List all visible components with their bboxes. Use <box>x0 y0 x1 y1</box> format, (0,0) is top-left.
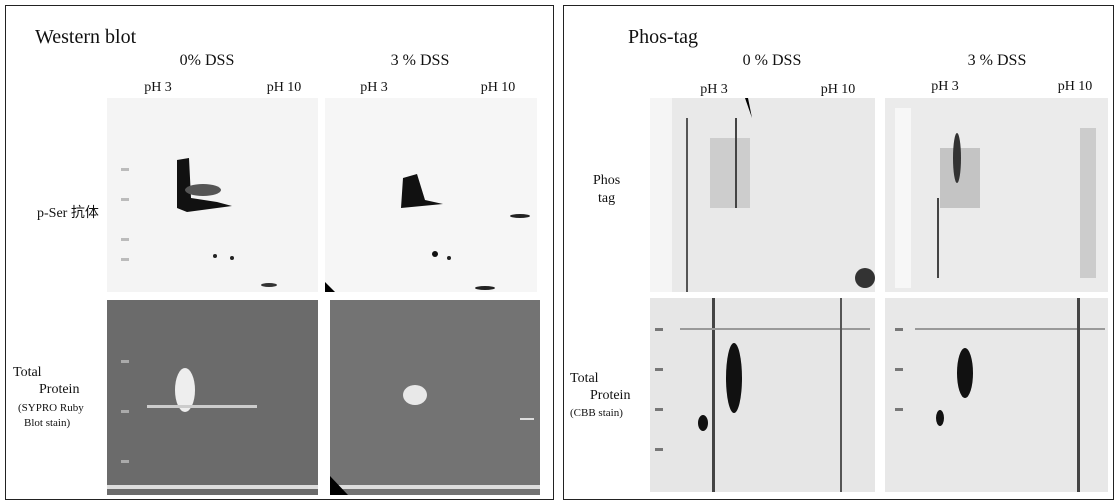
gel-image <box>885 98 1108 292</box>
row-label: Protein <box>39 382 80 397</box>
ph-label: pH 10 <box>820 82 856 97</box>
gel-image <box>650 98 875 292</box>
condition: 0% DSS <box>179 52 235 69</box>
ph-label: pH 10 <box>266 80 302 95</box>
gel-image <box>650 298 875 492</box>
row-label: tag <box>598 191 616 206</box>
phostag-panel <box>563 5 1114 500</box>
gel-image <box>885 298 1108 492</box>
stain-image <box>107 300 318 495</box>
row-label: Protein <box>590 388 631 403</box>
row-label: (CBB stain) <box>570 407 623 419</box>
condition: 3 % DSS <box>390 52 450 69</box>
row-label: Blot stain) <box>24 417 71 429</box>
panel-title: Phos-tag <box>628 26 698 48</box>
row-label: (SYPRO Ruby <box>18 402 84 414</box>
ph-label: pH 3 <box>360 80 388 95</box>
ph-label: pH 3 <box>144 80 172 95</box>
western-panel <box>5 5 554 500</box>
blot-image <box>107 98 318 292</box>
ph-label: pH 10 <box>1057 79 1093 94</box>
stain-image <box>330 300 540 495</box>
ph-label: pH 10 <box>480 80 516 95</box>
condition: 3 % DSS <box>967 52 1027 69</box>
ph-label: pH 3 <box>700 82 728 97</box>
condition: 0 % DSS <box>742 52 802 69</box>
blot-image <box>325 98 537 292</box>
panel-title: Western blot <box>35 26 137 48</box>
row-label: Total <box>570 371 599 386</box>
row-label: Total <box>13 365 42 380</box>
row-label: p-Ser 抗体 <box>37 206 99 221</box>
ph-label: pH 3 <box>931 79 959 94</box>
row-label: Phos <box>593 173 621 188</box>
